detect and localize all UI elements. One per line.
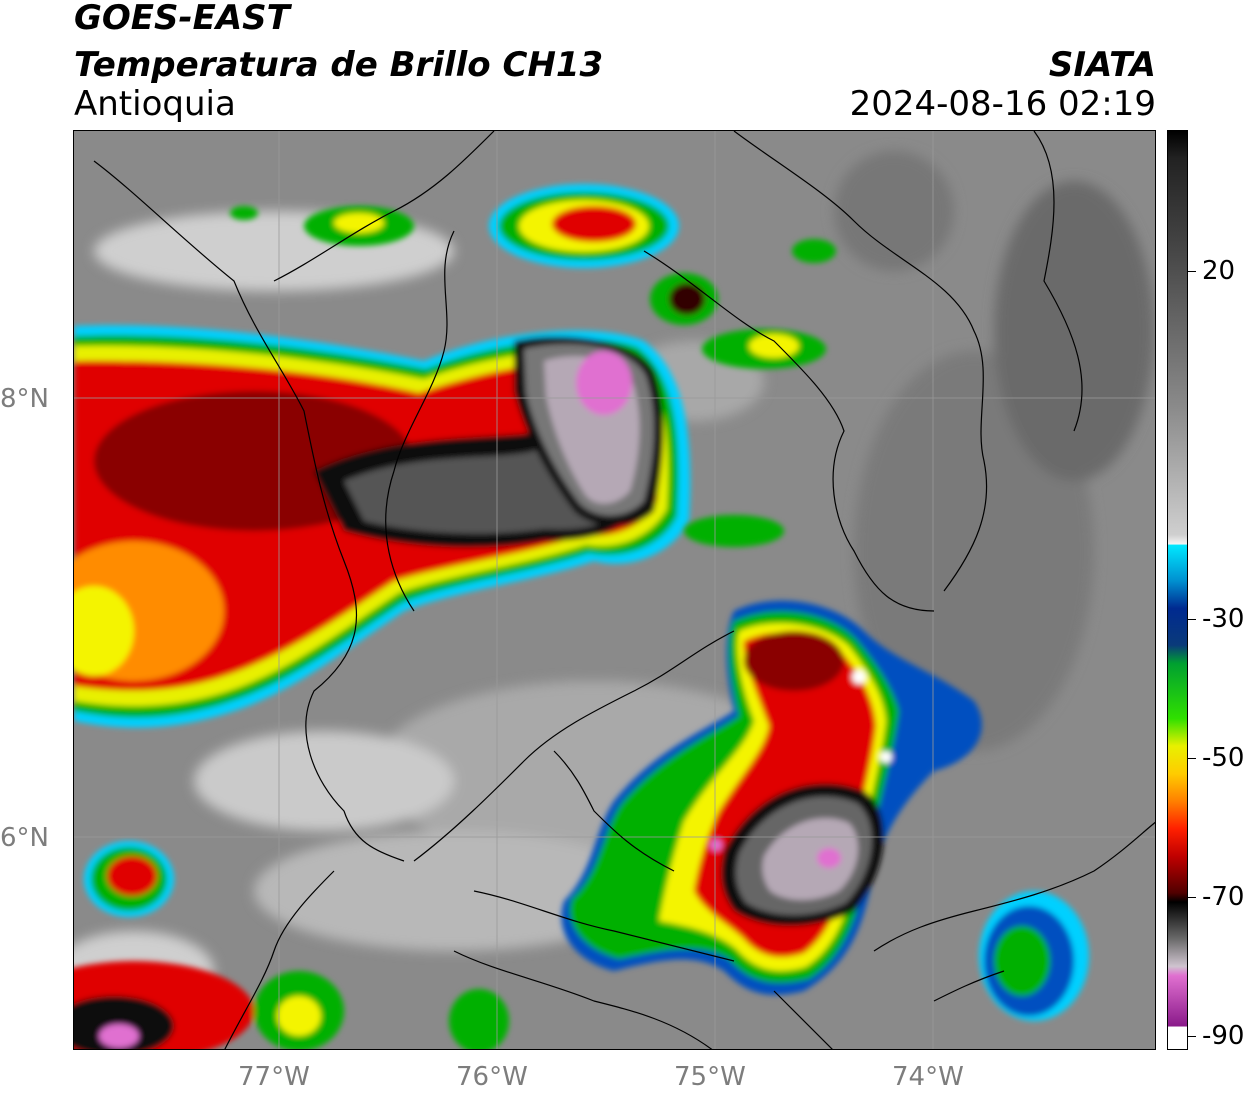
storm-north-cells	[230, 184, 836, 547]
colorbar-label-minus30: -30	[1202, 604, 1245, 634]
region-label: Antioquia	[74, 84, 236, 124]
colorbar-label-minus50: -50	[1202, 743, 1245, 773]
colorbar-tick	[1188, 897, 1196, 898]
satellite-title: GOES-EAST	[74, 0, 290, 38]
storm-southwest	[74, 841, 509, 1049]
lon-label-74w: 74°W	[892, 1062, 964, 1092]
product-title: Temperatura de Brillo CH13	[74, 45, 604, 85]
colorbar-tick	[1188, 271, 1196, 272]
storm-east	[979, 891, 1089, 1021]
storm-southeast	[561, 600, 982, 995]
colorbar-tick	[1188, 758, 1196, 759]
lon-label-77w: 77°W	[238, 1062, 310, 1092]
colorbar-label-minus70: -70	[1202, 882, 1245, 912]
map-canvas	[74, 131, 1155, 1049]
lat-label-6n: 6°N	[0, 823, 49, 853]
graticule	[74, 131, 1155, 1049]
datetime-label: 2024-08-16 02:19	[849, 84, 1156, 124]
colorbar-tick	[1188, 619, 1196, 620]
colorbar-tick	[1188, 1036, 1196, 1037]
lon-label-76w: 76°W	[456, 1062, 528, 1092]
organization-label: SIATA	[1048, 45, 1156, 85]
boundaries	[93, 131, 1155, 1049]
colorbar-label-20: 20	[1202, 256, 1236, 286]
storm-west	[74, 325, 691, 728]
lat-label-8n: 8°N	[0, 384, 49, 414]
lon-label-75w: 75°W	[674, 1062, 746, 1092]
colorbar-label-minus90: -90	[1202, 1021, 1245, 1051]
colorbar	[1167, 130, 1188, 1050]
satellite-map[interactable]	[73, 130, 1156, 1050]
